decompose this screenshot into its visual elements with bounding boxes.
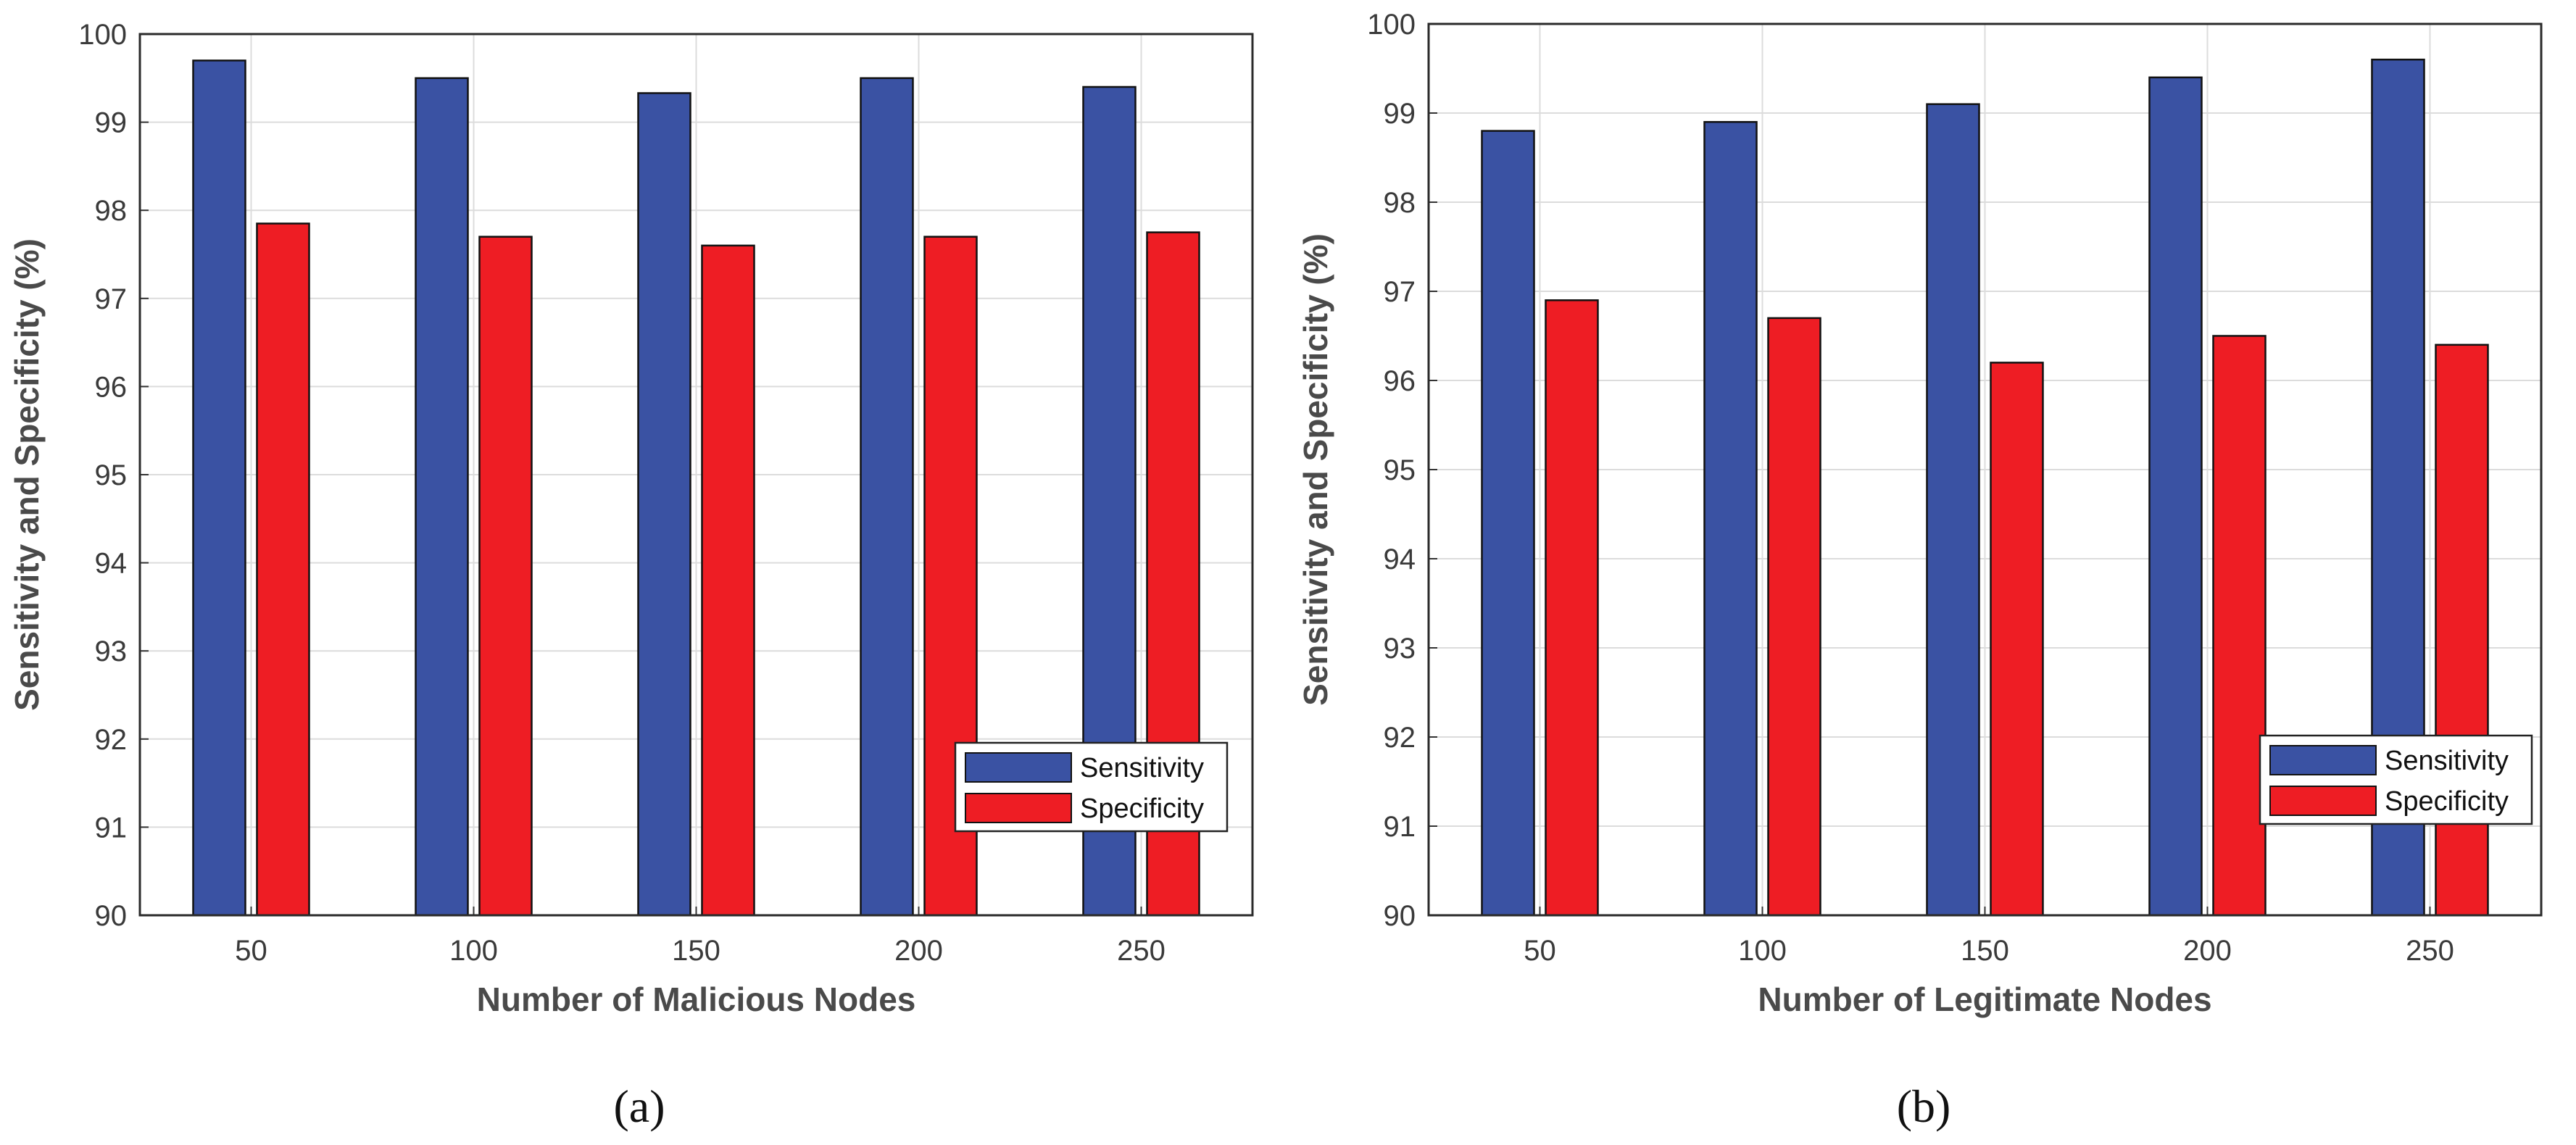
chart-b-bar-specificity-250 (2435, 344, 2489, 917)
chart-b-bar-specificity-150 (1990, 362, 2044, 917)
chart-b-axes-frame (1427, 22, 2543, 917)
chart-a-y-axis-title: Sensitivity and Specificity (%) (8, 238, 46, 711)
chart-b-x-axis-title: Number of Legitimate Nodes (1758, 980, 2211, 1018)
chart-a-legend-swatch-sensitivity (965, 752, 1072, 783)
chart-a-legend: Sensitivity Specificity (954, 741, 1229, 833)
chart-b-xtick-label: 100 (1738, 935, 1787, 967)
chart-b-xtick-label: 200 (2183, 935, 2232, 967)
chart-b-bar-specificity-200 (2212, 335, 2267, 917)
chart-b-ytick-label: 93 (1384, 633, 1416, 665)
chart-b-bar-sensitivity-150 (1926, 103, 1980, 917)
chart-a-xtick-label: 150 (672, 935, 720, 967)
chart-b-bar-sensitivity-200 (2148, 76, 2203, 917)
chart-b-legend-swatch-specificity (2269, 786, 2377, 816)
chart-b-y-axis-title: Sensitivity and Specificity (%) (1297, 233, 1334, 706)
chart-b-ytick-label: 94 (1384, 544, 1416, 575)
chart-a-ytick-label: 95 (95, 459, 128, 491)
chart-a-ytick-label: 93 (95, 636, 128, 667)
chart-a-legend-label-sensitivity: Sensitivity (1080, 753, 1204, 783)
chart-a-x-axis-title: Number of Malicious Nodes (477, 980, 916, 1018)
chart-b-ytick-label: 100 (1367, 9, 1416, 41)
chart-a-ytick-label: 96 (95, 371, 128, 403)
chart-a-axes-frame (138, 33, 1254, 917)
chart-a-bar-sensitivity-150 (637, 92, 691, 917)
chart-b-xtick-label: 150 (1961, 935, 2009, 967)
chart-a-ytick-label: 98 (95, 195, 128, 227)
chart-b-ytick-label: 92 (1384, 722, 1416, 754)
chart-a-caption: (a) (613, 1081, 665, 1132)
chart-b-ytick-label: 95 (1384, 454, 1416, 486)
chart-a-ytick-label: 91 (95, 812, 128, 844)
chart-b-bar-specificity-100 (1767, 317, 1821, 917)
chart-a-ytick-label: 100 (78, 19, 127, 51)
chart-a-xtick-label: 100 (449, 935, 498, 967)
chart-a-bar-specificity-50 (256, 222, 310, 917)
chart-b-ytick-label: 98 (1384, 187, 1416, 219)
chart-b-legend-swatch-sensitivity (2269, 745, 2377, 775)
chart-b-ytick-label: 90 (1384, 900, 1416, 932)
chart-b: 90 91 92 93 94 95 96 97 98 99 100 50 100 150 200 250 Num… (1297, 9, 2543, 1132)
chart-a-bar-sensitivity-100 (415, 77, 469, 917)
chart-a-ytick-label: 92 (95, 724, 128, 756)
chart-a-ytick-label: 94 (95, 548, 128, 580)
chart-a-xtick-label: 250 (1117, 935, 1166, 967)
chart-b-ytick-label: 96 (1384, 365, 1416, 397)
chart-b-caption: (b) (1897, 1081, 1951, 1132)
chart-a-bar-specificity-150 (701, 244, 755, 917)
chart-a-ytick-label: 99 (95, 107, 128, 139)
chart-b-bar-sensitivity-50 (1481, 130, 1535, 917)
chart-a-xtick-label: 200 (894, 935, 943, 967)
chart-b-bar-specificity-50 (1545, 299, 1599, 917)
chart-a-xtick-label: 50 (235, 935, 267, 967)
chart-b-legend: Sensitivity Specificity (2259, 734, 2533, 825)
chart-b-bar-sensitivity-100 (1703, 121, 1758, 917)
chart-b-ytick-label: 97 (1384, 276, 1416, 308)
chart-b-legend-label-sensitivity: Sensitivity (2385, 746, 2509, 776)
chart-b-xtick-label: 250 (2406, 935, 2454, 967)
chart-a-bar-sensitivity-200 (860, 77, 914, 917)
chart-a-legend-label-specificity: Specificity (1080, 794, 1204, 824)
chart-b-ytick-label: 99 (1384, 98, 1416, 130)
chart-b-xtick-label: 50 (1524, 935, 1556, 967)
chart-a-bar-specificity-100 (478, 236, 533, 917)
chart-b-legend-label-specificity: Specificity (2385, 786, 2509, 817)
chart-a-ytick-label: 90 (95, 900, 128, 932)
chart-a-ytick-label: 97 (95, 283, 128, 315)
chart-b-ytick-label: 91 (1384, 811, 1416, 843)
chart-a-legend-swatch-specificity (965, 793, 1072, 823)
chart-a: 90 91 92 93 94 95 96 97 98 99 100 50 100 150 200 250 Num… (8, 19, 1254, 1132)
chart-a-bar-sensitivity-50 (192, 59, 246, 917)
